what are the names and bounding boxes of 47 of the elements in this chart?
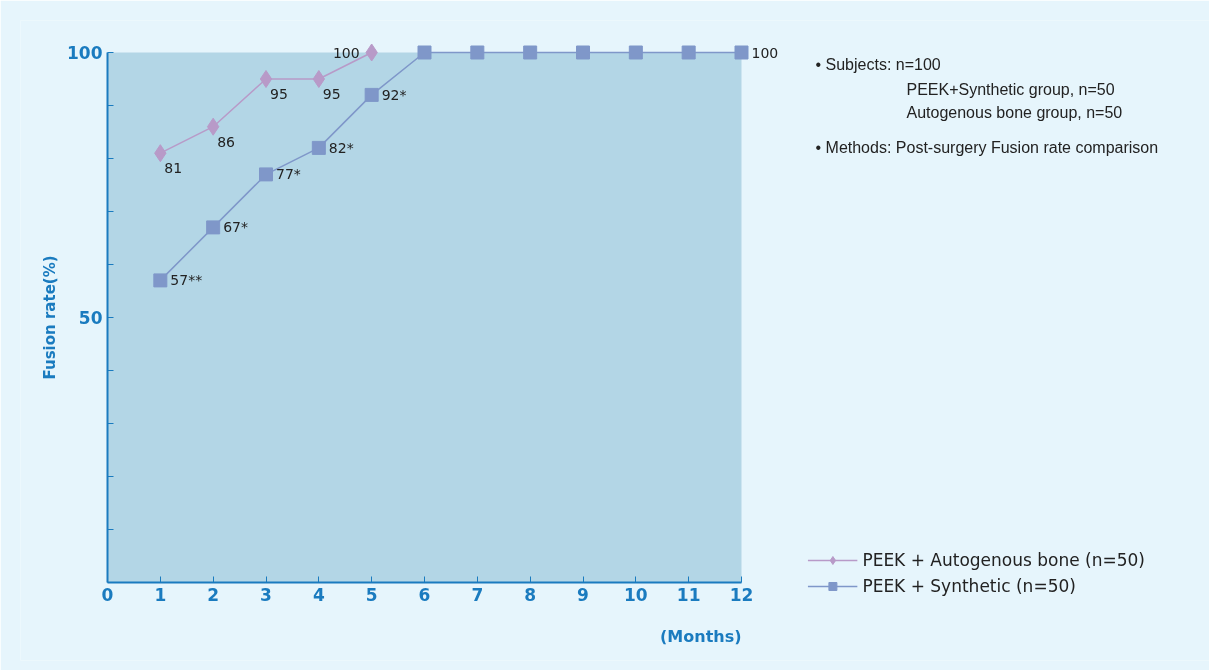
x-tick-label: 4 [312, 584, 325, 605]
text: Autogenous bone group, n=50 [906, 104, 1123, 121]
data-label: 95 [270, 86, 288, 102]
x-tick-label: 9 [577, 584, 589, 605]
text: • Methods: Post-surgery Fusion rate comparison [815, 139, 1159, 156]
data-label: 82* [328, 139, 354, 156]
y-axis-title: Fusion rate(%) [41, 255, 60, 380]
data-label: 95 [322, 86, 341, 102]
point [206, 220, 221, 235]
x-tick-label: 2 [207, 584, 220, 605]
x-tick-label: 10 [624, 584, 648, 605]
point [312, 70, 325, 88]
x-tick-label: 1 [154, 584, 167, 605]
data-label: 100 [332, 44, 360, 61]
x-tick-label: 5 [365, 584, 378, 605]
data-label: 77* [276, 166, 301, 183]
point [576, 45, 590, 60]
point [628, 45, 643, 60]
legend-label: PEEK + Autogenous bone (n=50) [862, 550, 1145, 570]
point [364, 87, 379, 102]
text: PEEK+Synthetic group, n=50 [906, 81, 1115, 98]
point [523, 45, 538, 60]
x-tick-label: 8 [524, 584, 537, 605]
x-tick-label: 6 [418, 584, 431, 605]
x-tick-label: 3 [260, 584, 272, 605]
legend-label: PEEK + Synthetic (n=50) [862, 576, 1076, 596]
point [417, 45, 432, 60]
point [259, 167, 273, 182]
point [470, 45, 485, 60]
data-label: 81 [164, 160, 183, 177]
x-tick-label: 7 [471, 584, 484, 605]
point [259, 70, 273, 88]
x-tick-label: 0 [101, 584, 114, 605]
x-tick-label: 11 [676, 584, 701, 605]
point [311, 140, 326, 155]
x-tick-label: 12 [729, 584, 754, 605]
text: • Subjects: n=100 [815, 56, 941, 73]
data-label: 67* [223, 219, 248, 236]
point [153, 273, 168, 288]
point [681, 45, 696, 60]
x-axis-title: (Months) [660, 627, 742, 646]
point [734, 45, 749, 60]
data-label: 92* [381, 86, 407, 103]
data-label: 100 [751, 44, 779, 61]
data-label: 86 [217, 133, 236, 150]
y-tick-label: 50 [78, 308, 103, 328]
data-label: 57** [170, 272, 203, 289]
